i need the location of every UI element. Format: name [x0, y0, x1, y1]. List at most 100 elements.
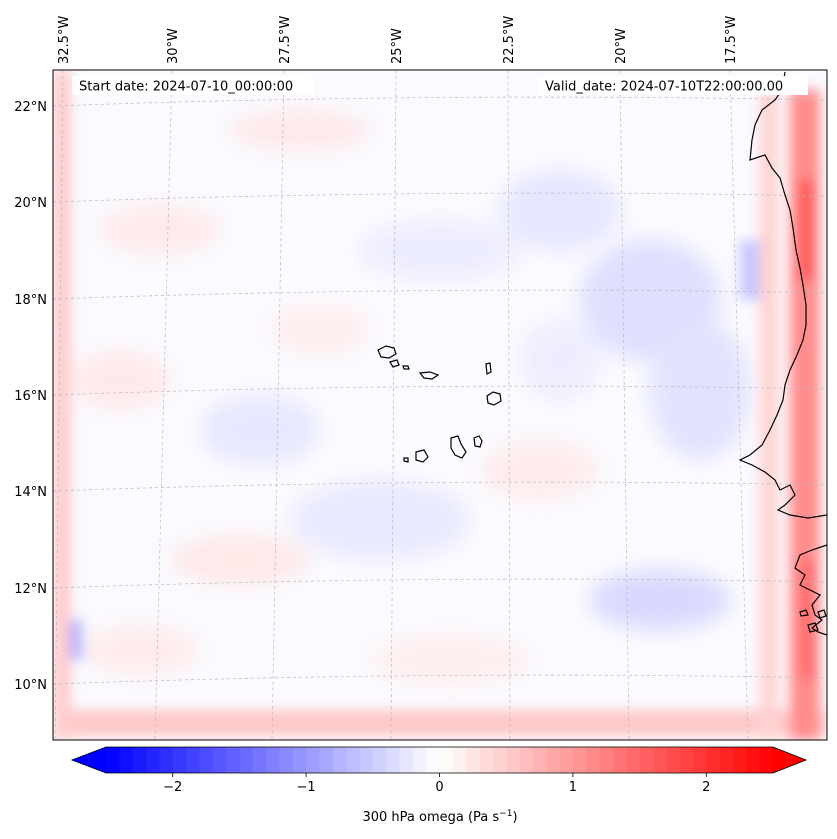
lat-label-12n: 12°N [14, 582, 47, 597]
colorbar-segment [439, 747, 454, 773]
lat-label-18n: 18°N [14, 293, 47, 308]
map-header: Start date: 2024-07-10_00:00:00 Valid_da… [72, 76, 808, 95]
lon-label-22-5w: 22.5°W [502, 16, 517, 64]
gridline-lon-20 [619, 70, 630, 740]
lat-label-10n: 10°N [14, 678, 47, 693]
omega-field [53, 70, 827, 740]
colorbar-segment [626, 747, 641, 773]
gridline-lon-25 [390, 70, 397, 740]
colorbar-segment [666, 747, 681, 773]
island-boa-vista [486, 391, 502, 406]
colorbar-segment [279, 747, 294, 773]
map-gridlines [53, 70, 827, 740]
colorbar-tick-label: −1 [297, 780, 316, 795]
colorbar-segment [746, 747, 761, 773]
map-panel [52, 69, 828, 741]
colorbar-segment [692, 747, 707, 773]
gridline-lat-18 [53, 289, 827, 300]
colorbar-tick-label: −2 [163, 780, 182, 795]
coastlines [377, 71, 827, 636]
colorbar-label-suffix: ) [512, 810, 517, 825]
lon-label-30w: 30°W [166, 28, 181, 64]
start-date-box [72, 76, 314, 95]
island-santa-luzia [402, 365, 410, 370]
colorbar-segment [292, 747, 307, 773]
lon-label-32-5w: 32.5°W [57, 16, 72, 64]
colorbar-segment [599, 747, 614, 773]
colorbar-segment [452, 747, 467, 773]
gridline-lon-27-5 [271, 70, 285, 740]
gridline-lat-10 [53, 674, 827, 685]
colorbar-segment [679, 747, 694, 773]
island-maio [473, 435, 483, 448]
valid-date-box [538, 76, 808, 95]
colorbar-segment [146, 747, 160, 773]
lon-label-20w: 20°W [614, 28, 629, 64]
colorbar-segment [159, 747, 174, 773]
colorbar-label: 300 hPa omega (Pa s−1) [362, 809, 517, 825]
colorbar-segment [346, 747, 361, 773]
colorbar-segment [226, 747, 240, 773]
lat-label-14n: 14°N [14, 485, 47, 500]
colorbar-segment [532, 747, 547, 773]
colorbar-outline [70, 746, 808, 774]
colorbar-segment [612, 747, 627, 773]
colorbar-segment [186, 747, 200, 773]
colorbar-segment [506, 747, 521, 773]
island-fogo [415, 449, 429, 463]
colorbar-segment [466, 747, 481, 773]
lon-label-17-5w: 17.5°W [724, 16, 739, 64]
colorbar-segment [252, 747, 267, 773]
colorbar-segment [519, 747, 534, 773]
colorbar-segment [119, 747, 134, 773]
colorbar-label-exponent: −1 [499, 809, 512, 819]
colorbar-segment [492, 747, 507, 773]
gridline-lon-22-5 [507, 70, 511, 740]
colorbar-segment [759, 747, 774, 773]
colorbar: −2 −1 0 1 2 300 hPa omega (Pa s−1) [70, 746, 808, 825]
island-sao-nicolau [418, 371, 440, 380]
lat-label-16n: 16°N [14, 389, 47, 404]
island-sao-vicente [389, 359, 400, 368]
lat-label-22n: 22°N [14, 100, 47, 115]
colorbar-tick-label: 1 [569, 780, 577, 795]
colorbar-segment [732, 747, 747, 773]
colorbar-segment [639, 747, 654, 773]
colorbar-segment [359, 747, 374, 773]
colorbar-segment [199, 747, 214, 773]
gridline-lat-14 [53, 481, 827, 492]
island-brava [403, 457, 409, 463]
colorbar-segment [239, 747, 254, 773]
latitude-labels: 22°N 20°N 18°N 16°N 14°N 12°N 10°N [14, 100, 47, 693]
colorbar-tick-label: 2 [702, 780, 710, 795]
colorbar-segment [426, 747, 441, 773]
start-date-label: Start date: 2024-07-10_00:00:00 [79, 80, 293, 95]
colorbar-segment [479, 747, 494, 773]
colorbar-segment [546, 747, 561, 773]
bissagos-islands [799, 609, 827, 633]
colorbar-segment [212, 747, 227, 773]
colorbar-segment [106, 747, 120, 773]
colorbar-segment [652, 747, 667, 773]
island-sal [485, 362, 492, 375]
colorbar-extend-high [773, 747, 806, 773]
colorbar-segment [172, 747, 187, 773]
gridline-lon-32-5 [54, 70, 64, 740]
lat-label-20n: 20°N [14, 196, 47, 211]
longitude-labels: 32.5°W 30°W 27.5°W 25°W 22.5°W 20°W 17.5… [57, 16, 739, 64]
colorbar-segment [266, 747, 281, 773]
colorbar-segment [706, 747, 721, 773]
lon-label-25w: 25°W [390, 28, 405, 64]
valid-date-label: Valid_date: 2024-07-10T22:00:00.00 [545, 80, 783, 95]
colorbar-segment [719, 747, 734, 773]
gridline-lat-16 [53, 385, 827, 396]
colorbar-segment [412, 747, 427, 773]
colorbar-tick-label: 0 [435, 780, 443, 795]
colorbar-extend-low [72, 747, 106, 773]
gridline-lat-20 [53, 192, 827, 203]
colorbar-segment [572, 747, 587, 773]
gridline-lon-30 [154, 70, 173, 740]
colorbar-segments [106, 747, 774, 773]
gridline-lon-17-5 [729, 70, 749, 740]
